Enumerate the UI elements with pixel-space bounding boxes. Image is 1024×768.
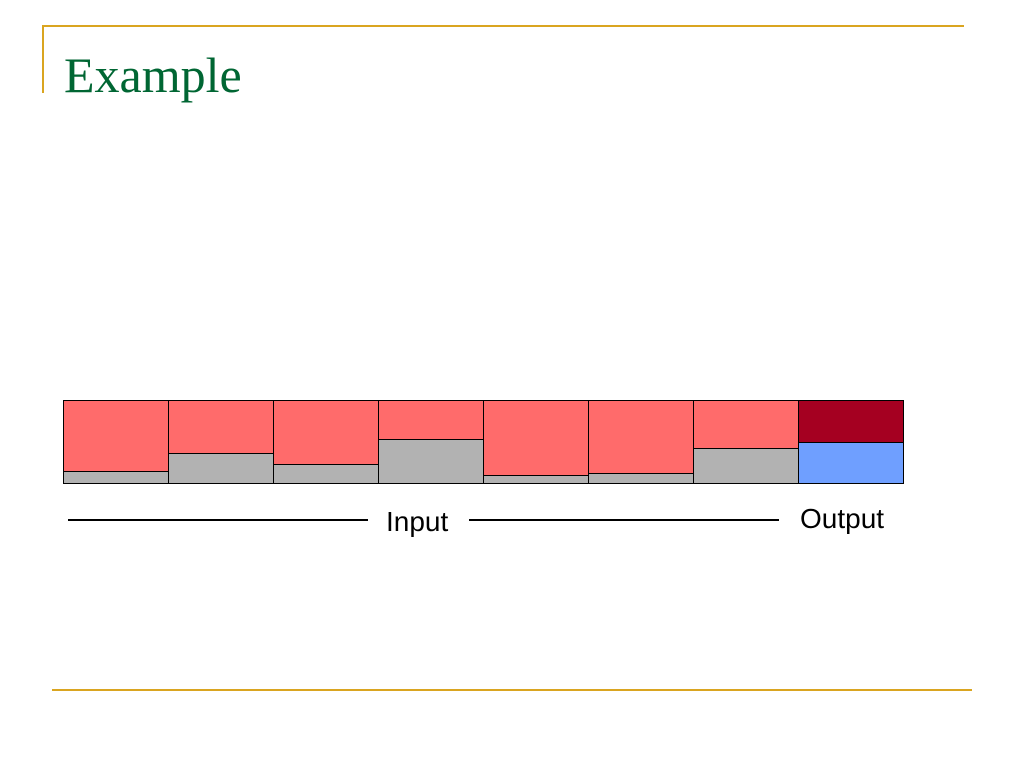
input-cell-upper bbox=[169, 401, 273, 455]
input-cell-fill bbox=[169, 453, 273, 483]
input-cell bbox=[483, 400, 589, 484]
input-cell-fill bbox=[64, 471, 168, 483]
input-cell-upper bbox=[694, 401, 798, 450]
side-accent-rule bbox=[42, 25, 44, 93]
top-accent-rule bbox=[42, 25, 964, 27]
input-cell-upper bbox=[589, 401, 693, 474]
input-cell-fill bbox=[274, 463, 378, 483]
output-cell-upper bbox=[799, 401, 903, 443]
input-cell-fill bbox=[589, 472, 693, 483]
input-cell-upper bbox=[274, 401, 378, 465]
input-cell-upper bbox=[379, 401, 483, 441]
input-cell bbox=[588, 400, 694, 484]
input-cell bbox=[63, 400, 169, 484]
input-cell bbox=[693, 400, 799, 484]
input-cell-fill bbox=[694, 448, 798, 483]
slide-title: Example bbox=[64, 47, 242, 103]
input-line-left bbox=[68, 519, 368, 521]
input-cell bbox=[273, 400, 379, 484]
input-cell-fill bbox=[484, 474, 588, 483]
input-cell bbox=[168, 400, 274, 484]
output-cell-fill bbox=[799, 441, 903, 483]
output-cell bbox=[798, 400, 904, 484]
input-cell-upper bbox=[64, 401, 168, 473]
cell-strip bbox=[63, 400, 904, 484]
output-label: Output bbox=[800, 503, 885, 534]
input-cell-upper bbox=[484, 401, 588, 476]
input-cell-fill bbox=[379, 439, 483, 483]
input-label: Input bbox=[386, 506, 449, 537]
input-line-right bbox=[469, 519, 779, 521]
bottom-accent-rule bbox=[52, 689, 972, 691]
input-cell bbox=[378, 400, 484, 484]
